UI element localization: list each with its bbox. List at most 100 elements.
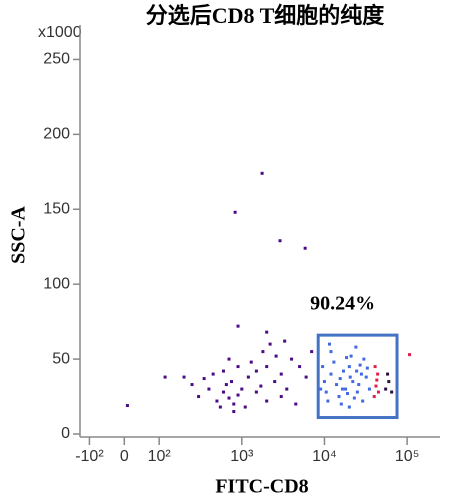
event-dot bbox=[236, 393, 240, 397]
event-dot bbox=[372, 395, 376, 399]
event-dot bbox=[243, 405, 247, 409]
x-tick-label: -10² bbox=[75, 448, 104, 465]
event-dot bbox=[259, 384, 263, 388]
event-dot bbox=[221, 390, 225, 394]
event-dot bbox=[362, 357, 366, 361]
event-dot bbox=[190, 383, 194, 387]
event-dot bbox=[337, 395, 341, 399]
event-dot bbox=[261, 350, 265, 354]
event-dot bbox=[236, 365, 240, 369]
event-dot bbox=[254, 390, 258, 394]
event-dot bbox=[265, 330, 269, 334]
event-dot bbox=[332, 360, 336, 364]
event-dot bbox=[374, 384, 378, 388]
chart-title: 分选后CD8 T细胞的纯度 bbox=[146, 3, 386, 28]
event-dot bbox=[260, 171, 264, 175]
event-dot bbox=[211, 372, 215, 376]
y-tick-label: 150 bbox=[43, 200, 70, 217]
event-dot bbox=[335, 383, 339, 387]
event-dot bbox=[233, 210, 237, 214]
event-dot bbox=[285, 387, 289, 391]
event-dot bbox=[207, 387, 211, 391]
event-dot bbox=[215, 399, 219, 403]
event-dot bbox=[348, 375, 352, 379]
event-dot bbox=[358, 363, 362, 367]
event-dot bbox=[329, 350, 333, 354]
event-dot bbox=[322, 380, 326, 384]
event-dot bbox=[274, 354, 278, 358]
event-dot bbox=[339, 402, 343, 406]
y-tick-label: 50 bbox=[52, 350, 70, 367]
event-dot bbox=[351, 380, 355, 384]
event-dot bbox=[359, 372, 363, 376]
event-dot bbox=[364, 375, 368, 379]
x-tick-label: 10⁴ bbox=[312, 448, 337, 465]
y-multiplier: x1000 bbox=[38, 24, 82, 41]
event-dot bbox=[182, 375, 186, 379]
event-dot bbox=[236, 324, 240, 328]
event-dot bbox=[355, 369, 359, 373]
event-dot bbox=[376, 390, 380, 394]
event-dot bbox=[163, 375, 167, 379]
event-dot bbox=[346, 392, 350, 396]
event-dot bbox=[321, 365, 325, 369]
event-dot bbox=[304, 375, 308, 379]
event-dot bbox=[232, 410, 236, 414]
event-dot bbox=[347, 365, 351, 369]
y-tick-label: 250 bbox=[43, 51, 70, 68]
event-dot bbox=[319, 387, 323, 391]
event-dot bbox=[354, 345, 358, 349]
event-dot bbox=[218, 405, 222, 409]
event-dot bbox=[227, 396, 231, 400]
event-dot bbox=[290, 357, 294, 361]
event-dot bbox=[240, 387, 244, 391]
event-dot bbox=[279, 372, 283, 376]
event-dot bbox=[279, 395, 283, 399]
event-dot bbox=[125, 404, 129, 408]
event-dot bbox=[375, 378, 379, 382]
event-dot bbox=[310, 350, 314, 354]
x-tick-label: 10³ bbox=[230, 448, 254, 465]
event-dot bbox=[246, 375, 250, 379]
x-axis-label: FITC-CD8 bbox=[215, 476, 308, 498]
event-dot bbox=[365, 366, 369, 370]
event-dot bbox=[384, 387, 388, 391]
event-dot bbox=[342, 369, 346, 373]
event-dot bbox=[352, 396, 356, 400]
event-dot bbox=[345, 356, 349, 360]
y-tick-label: 100 bbox=[43, 275, 70, 292]
event-dot bbox=[221, 369, 225, 373]
event-dot bbox=[294, 402, 298, 406]
event-dot bbox=[224, 383, 228, 387]
event-dot bbox=[265, 365, 269, 369]
event-dot bbox=[338, 377, 342, 381]
y-axis-label: SSC-A bbox=[8, 206, 30, 264]
event-dot bbox=[227, 357, 231, 361]
event-dot bbox=[268, 342, 272, 346]
event-dot bbox=[327, 342, 331, 346]
x-tick-label: 10⁵ bbox=[395, 448, 419, 465]
event-dot bbox=[376, 372, 380, 376]
x-tick-label: 0 bbox=[120, 448, 129, 465]
y-tick-label: 200 bbox=[43, 126, 70, 143]
event-dot bbox=[386, 372, 390, 376]
event-dot bbox=[197, 395, 201, 399]
event-dot bbox=[326, 399, 330, 403]
event-dot bbox=[273, 380, 277, 384]
event-dot bbox=[283, 339, 287, 343]
event-dot bbox=[232, 402, 236, 406]
event-dot bbox=[249, 360, 253, 364]
event-dot bbox=[278, 239, 282, 243]
event-dot bbox=[298, 365, 302, 369]
event-dot bbox=[329, 372, 333, 376]
event-dot bbox=[340, 387, 344, 391]
event-dot bbox=[408, 353, 412, 357]
event-dot bbox=[361, 399, 365, 403]
event-dot bbox=[357, 383, 361, 387]
x-tick-label: 10² bbox=[148, 448, 172, 465]
event-dot bbox=[373, 365, 377, 369]
event-dot bbox=[390, 390, 394, 394]
event-dot bbox=[349, 354, 353, 358]
event-dot bbox=[254, 369, 258, 373]
